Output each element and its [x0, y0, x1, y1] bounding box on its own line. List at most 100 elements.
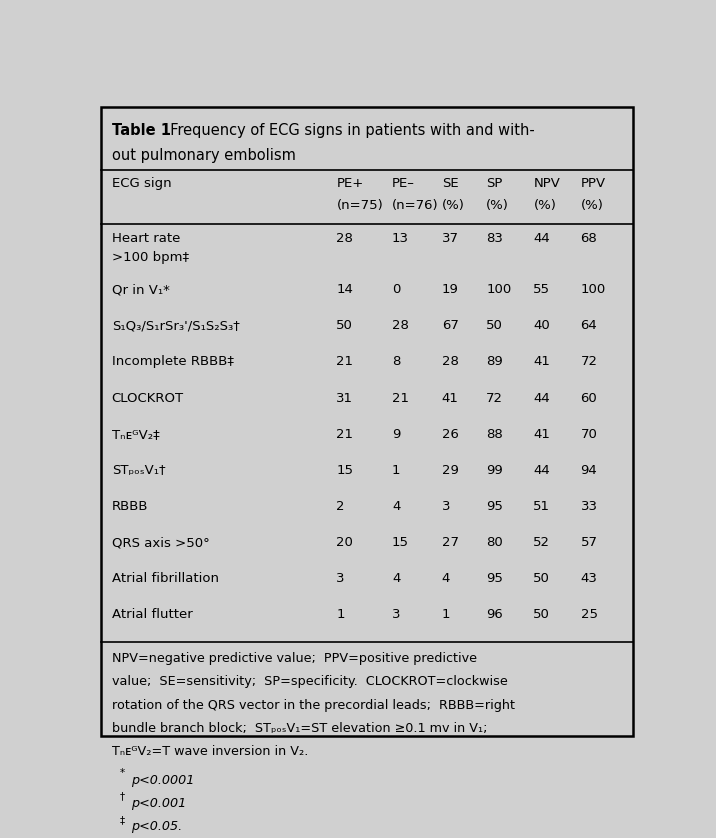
Text: TₙᴇᴳV₂=T wave inversion in V₂.: TₙᴇᴳV₂=T wave inversion in V₂. [112, 745, 308, 758]
Text: 55: 55 [533, 283, 551, 296]
Text: 89: 89 [486, 355, 503, 369]
Text: Qr in V₁*: Qr in V₁* [112, 283, 170, 296]
Text: 41: 41 [533, 427, 551, 441]
Text: 27: 27 [442, 536, 459, 549]
Text: Frequency of ECG signs in patients with and with-: Frequency of ECG signs in patients with … [160, 123, 534, 138]
Text: 1: 1 [337, 608, 345, 622]
Text: 13: 13 [392, 231, 409, 245]
Text: 3: 3 [392, 608, 400, 622]
Text: p<0.0001: p<0.0001 [131, 773, 195, 787]
Text: rotation of the QRS vector in the precordial leads;  RBBB=right: rotation of the QRS vector in the precor… [112, 699, 515, 711]
Text: 19: 19 [442, 283, 459, 296]
Text: 60: 60 [581, 391, 597, 405]
Text: 0: 0 [392, 283, 400, 296]
Text: value;  SE=sensitivity;  SP=specificity.  CLOCKROT=clockwise: value; SE=sensitivity; SP=specificity. C… [112, 675, 508, 689]
Text: (n=76): (n=76) [392, 199, 438, 212]
Text: QRS axis >50°: QRS axis >50° [112, 536, 210, 549]
Text: 41: 41 [442, 391, 459, 405]
Text: 50: 50 [337, 319, 353, 333]
Text: 57: 57 [581, 536, 598, 549]
Text: 100: 100 [581, 283, 606, 296]
Text: 31: 31 [337, 391, 354, 405]
Text: 25: 25 [581, 608, 598, 622]
Text: 100: 100 [486, 283, 511, 296]
Text: 28: 28 [442, 355, 459, 369]
Text: Atrial fibrillation: Atrial fibrillation [112, 572, 218, 585]
Text: 99: 99 [486, 464, 503, 477]
Text: 4: 4 [442, 572, 450, 585]
Text: 50: 50 [533, 572, 551, 585]
Text: >100 bpm‡: >100 bpm‡ [112, 251, 189, 264]
Text: 15: 15 [392, 536, 409, 549]
Text: NPV: NPV [533, 178, 561, 190]
Text: (%): (%) [581, 199, 604, 212]
Text: NPV=negative predictive value;  PPV=positive predictive: NPV=negative predictive value; PPV=posit… [112, 652, 477, 665]
Text: 43: 43 [581, 572, 597, 585]
Text: 28: 28 [337, 231, 353, 245]
Text: †: † [120, 792, 125, 802]
Text: (%): (%) [486, 199, 509, 212]
Text: 72: 72 [486, 391, 503, 405]
Text: ECG sign: ECG sign [112, 178, 171, 190]
Text: 21: 21 [392, 391, 409, 405]
Text: TₙᴇᴳV₂‡: TₙᴇᴳV₂‡ [112, 427, 160, 441]
Text: 52: 52 [533, 536, 551, 549]
Text: 41: 41 [533, 355, 551, 369]
Text: STₚₒₛV₁†: STₚₒₛV₁† [112, 464, 165, 477]
Text: 50: 50 [486, 319, 503, 333]
Text: 95: 95 [486, 572, 503, 585]
Text: RBBB: RBBB [112, 500, 148, 513]
Text: 21: 21 [337, 355, 354, 369]
Text: SP: SP [486, 178, 503, 190]
Text: 3: 3 [337, 572, 345, 585]
Text: 50: 50 [533, 608, 551, 622]
Text: 15: 15 [337, 464, 354, 477]
Text: 88: 88 [486, 427, 503, 441]
Text: (%): (%) [533, 199, 556, 212]
Text: bundle branch block;  STₚₒₛV₁=ST elevation ≥0.1 mv in V₁;: bundle branch block; STₚₒₛV₁=ST elevatio… [112, 722, 487, 735]
Text: Incomplete RBBB‡: Incomplete RBBB‡ [112, 355, 233, 369]
Text: 72: 72 [581, 355, 598, 369]
Text: 3: 3 [442, 500, 450, 513]
Text: 26: 26 [442, 427, 459, 441]
Text: Heart rate: Heart rate [112, 231, 180, 245]
Text: 44: 44 [533, 231, 550, 245]
Text: 96: 96 [486, 608, 503, 622]
Text: 28: 28 [392, 319, 409, 333]
Text: (n=75): (n=75) [337, 199, 383, 212]
Text: 9: 9 [392, 427, 400, 441]
Text: PE+: PE+ [337, 178, 364, 190]
Text: 94: 94 [581, 464, 597, 477]
Text: (%): (%) [442, 199, 465, 212]
Text: SE: SE [442, 178, 458, 190]
Text: 20: 20 [337, 536, 353, 549]
Text: 37: 37 [442, 231, 459, 245]
Text: 2: 2 [337, 500, 345, 513]
Text: Atrial flutter: Atrial flutter [112, 608, 193, 622]
Text: 68: 68 [581, 231, 597, 245]
Text: PE–: PE– [392, 178, 415, 190]
Text: 33: 33 [581, 500, 598, 513]
Text: 40: 40 [533, 319, 550, 333]
Text: 51: 51 [533, 500, 551, 513]
Text: *: * [120, 768, 125, 779]
Text: 70: 70 [581, 427, 597, 441]
Text: 29: 29 [442, 464, 459, 477]
Text: S₁Q₃/S₁rSr₃'/S₁S₂S₃†: S₁Q₃/S₁rSr₃'/S₁S₂S₃† [112, 319, 240, 333]
Text: p<0.001: p<0.001 [131, 797, 186, 810]
Text: p<0.05.: p<0.05. [131, 820, 183, 833]
Text: 95: 95 [486, 500, 503, 513]
Text: 67: 67 [442, 319, 459, 333]
Text: 1: 1 [442, 608, 450, 622]
Text: CLOCKROT: CLOCKROT [112, 391, 184, 405]
Text: out pulmonary embolism: out pulmonary embolism [112, 147, 296, 163]
Text: 4: 4 [392, 500, 400, 513]
Text: 1: 1 [392, 464, 400, 477]
Text: 21: 21 [337, 427, 354, 441]
Text: 83: 83 [486, 231, 503, 245]
Text: Table 1: Table 1 [112, 123, 170, 138]
Text: 14: 14 [337, 283, 353, 296]
Text: 44: 44 [533, 391, 550, 405]
Text: PPV: PPV [581, 178, 606, 190]
Text: 8: 8 [392, 355, 400, 369]
